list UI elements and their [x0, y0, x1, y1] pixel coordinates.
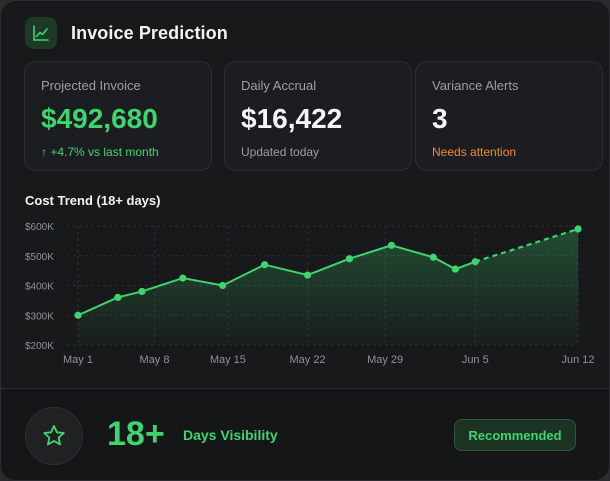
recommended-button[interactable]: Recommended [454, 419, 576, 451]
y-tick-label: $200K [25, 341, 54, 352]
metric-card-projected-invoice: Projected Invoice $492,680 ↑ +4.7% vs la… [24, 61, 212, 171]
metric-value: $492,680 [41, 103, 158, 134]
data-point [114, 293, 122, 301]
data-point [471, 258, 479, 266]
divider [1, 388, 609, 389]
x-tick-label: May 8 [140, 354, 170, 366]
data-point [303, 271, 312, 279]
data-point [345, 255, 354, 263]
metric-label: Projected Invoice [41, 78, 141, 93]
metric-alert-status: Needs attention [432, 145, 517, 159]
days-visibility-label: Days Visibility [183, 427, 278, 443]
metric-card-variance-alerts: Variance Alerts 3 Needs attention [415, 61, 603, 171]
x-tick-label: May 15 [210, 354, 246, 366]
data-point [260, 261, 269, 269]
metric-label: Variance Alerts [432, 78, 519, 93]
x-tick-label: Jun 12 [561, 354, 594, 366]
data-point [387, 241, 396, 249]
y-tick-label: $300K [25, 311, 54, 322]
y-tick-label: $500K [25, 252, 54, 263]
x-tick-label: May 22 [290, 354, 326, 366]
y-tick-label: $400K [25, 282, 54, 293]
data-point [179, 274, 187, 282]
data-point [451, 265, 459, 273]
star-badge [25, 407, 83, 465]
y-tick-label: $600K [25, 222, 54, 233]
days-visibility-number: 18+ [107, 415, 165, 453]
data-point [429, 253, 437, 261]
footer: 18+ Days Visibility Recommended [1, 389, 609, 480]
data-point-forecast [574, 225, 582, 233]
page-title: Invoice Prediction [71, 22, 228, 43]
data-point [219, 281, 227, 290]
header: Invoice Prediction [25, 16, 228, 50]
metric-label: Daily Accrual [241, 78, 317, 93]
metric-status: Updated today [241, 145, 320, 159]
metric-value: $16,422 [241, 103, 343, 134]
star-icon [43, 425, 65, 446]
chart-title: Cost Trend (18+ days) [25, 193, 161, 208]
metric-change: ↑ +4.7% vs last month [41, 145, 159, 159]
chart-area-fill [78, 228, 578, 345]
x-tick-label: Jun 5 [462, 354, 489, 366]
x-tick-label: May 29 [367, 354, 403, 366]
metric-card-daily-accrual: Daily Accrual $16,422 Updated today [224, 61, 412, 171]
metric-value: 3 [432, 103, 448, 134]
series-line-actual [77, 244, 476, 317]
line-chart-icon [25, 17, 57, 49]
cost-trend-chart: $600K $500K $400K $300K $200K May 1 May 8 May 1… [25, 222, 595, 366]
data-point [74, 311, 82, 319]
data-point [138, 287, 146, 296]
x-tick-label: May 1 [63, 354, 93, 366]
